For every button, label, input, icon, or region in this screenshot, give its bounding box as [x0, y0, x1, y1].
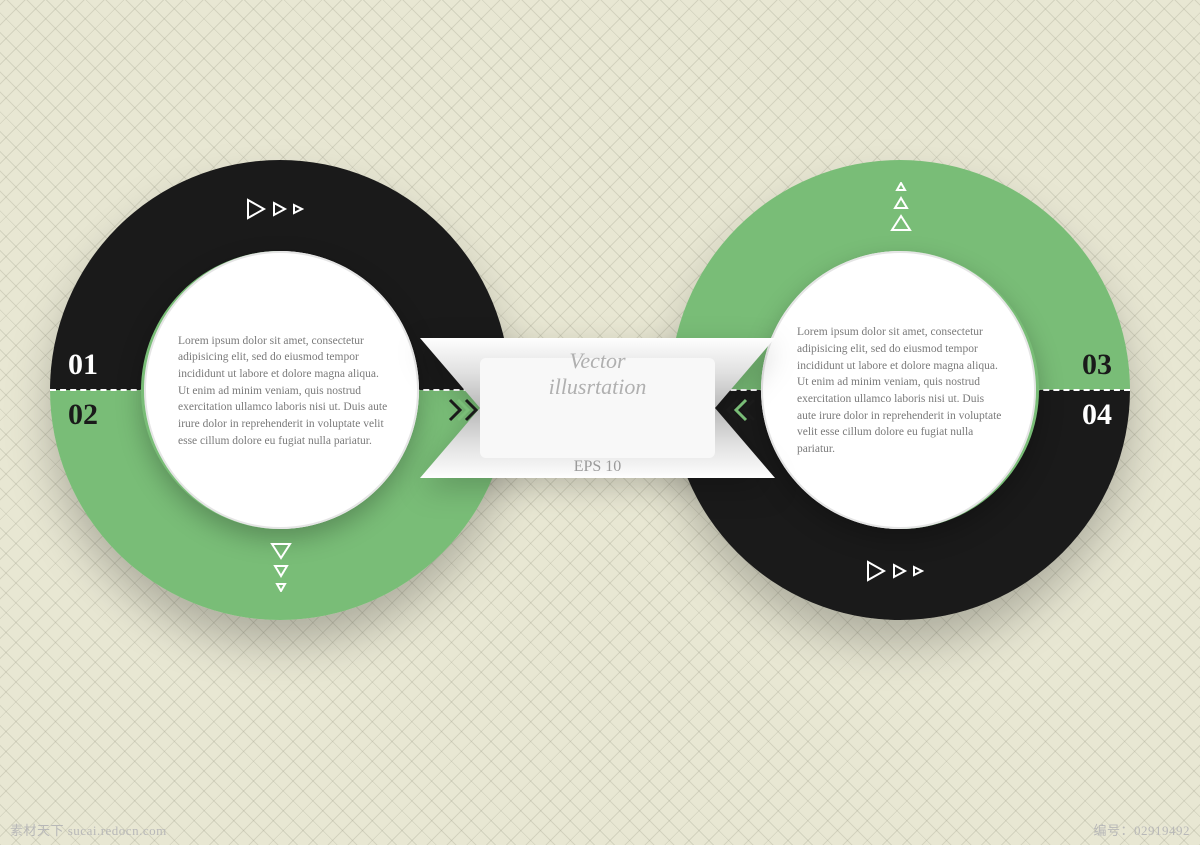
watermark-right: 编号：02919492: [1093, 820, 1190, 839]
center-subtitle: EPS 10: [500, 458, 695, 476]
center-title-1: Vector: [500, 348, 695, 374]
number-04: 04: [1082, 398, 1112, 432]
watermark-left: 素材天下 sucai.redocn.com: [10, 820, 167, 839]
triangle-icons-right-top: [890, 182, 912, 232]
chevron-left-icon: [720, 398, 756, 422]
ring-right-text: Lorem ipsum dolor sit amet, consectetur …: [797, 324, 1002, 457]
number-01: 01: [68, 348, 98, 382]
chevron-right-icon: [448, 398, 484, 422]
number-03: 03: [1082, 348, 1112, 382]
play-icons-left-top: [246, 198, 304, 220]
ring-right-inner: Lorem ipsum dolor sit amet, consectetur …: [761, 251, 1039, 529]
center-title-block: Vector illusrtation EPS 10: [500, 348, 695, 476]
center-title-2: illusrtation: [500, 374, 695, 400]
play-icons-right-bottom: [866, 560, 924, 582]
ring-left-text: Lorem ipsum dolor sit amet, consectetur …: [178, 333, 393, 450]
ring-left-inner: Lorem ipsum dolor sit amet, consectetur …: [141, 251, 419, 529]
triangle-icons-left-bottom: [270, 542, 292, 592]
number-02: 02: [68, 398, 98, 432]
